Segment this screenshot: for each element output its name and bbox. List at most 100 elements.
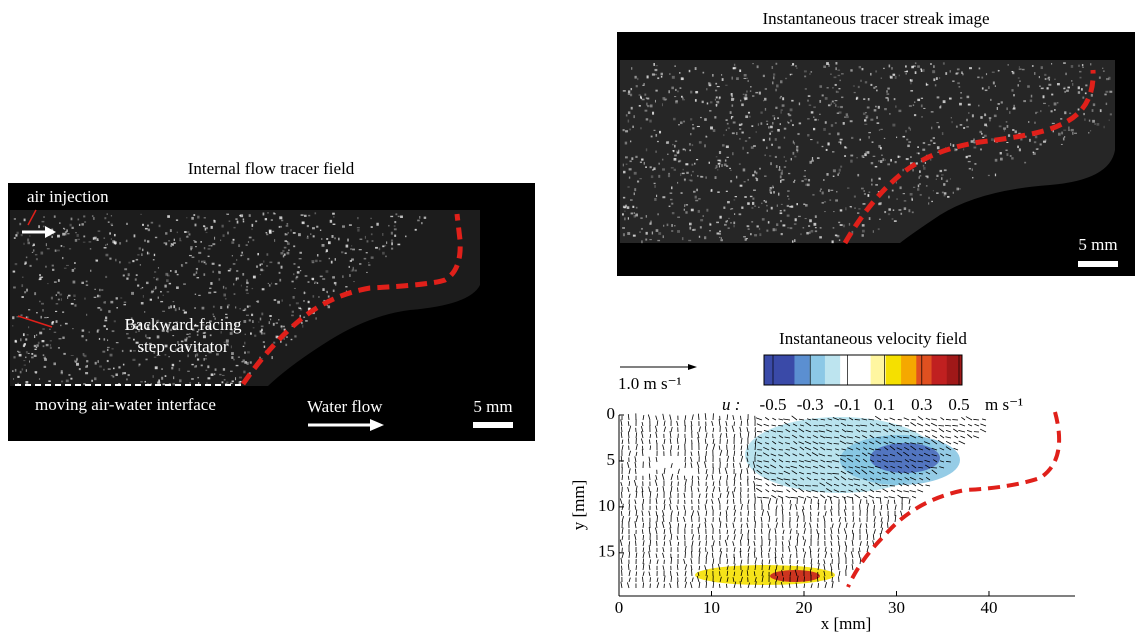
speckle <box>20 371 22 373</box>
speckle <box>646 232 648 235</box>
vector <box>650 491 651 498</box>
speckle <box>752 174 754 176</box>
speckle <box>838 75 841 76</box>
speckle <box>719 231 721 233</box>
vector <box>649 487 650 492</box>
speckle <box>715 90 717 92</box>
speckle <box>811 230 814 233</box>
speckle <box>222 375 225 376</box>
speckle <box>633 115 634 118</box>
speckle <box>228 304 230 306</box>
colorbar-tick-label: -0.5 <box>760 395 787 414</box>
speckle <box>333 290 335 292</box>
speckle <box>33 249 34 251</box>
vector <box>621 582 622 588</box>
vector <box>635 462 636 468</box>
speckle <box>230 371 233 372</box>
speckle <box>281 220 283 222</box>
speckle <box>751 125 753 127</box>
speckle <box>841 97 843 99</box>
speckle <box>751 207 753 209</box>
vector <box>636 553 637 558</box>
speckle <box>690 180 692 182</box>
speckle <box>878 160 880 162</box>
speckle <box>54 281 57 282</box>
speckle <box>699 141 702 143</box>
speckle <box>184 231 187 233</box>
speckle <box>71 303 74 305</box>
speckle <box>912 169 914 171</box>
speckle <box>659 131 661 134</box>
speckle <box>775 107 777 109</box>
speckle <box>739 163 741 164</box>
vector <box>754 481 755 486</box>
speckle <box>279 226 280 228</box>
speckle <box>846 113 848 116</box>
speckle <box>776 223 778 226</box>
speckle <box>938 126 940 128</box>
speckle <box>1047 87 1049 89</box>
speckle <box>744 181 746 182</box>
vector <box>685 582 687 588</box>
vector <box>628 438 629 444</box>
speckle <box>1000 158 1003 161</box>
vector <box>966 417 972 420</box>
speckle <box>43 226 45 228</box>
speckle <box>243 221 244 223</box>
colorbar-segment <box>825 355 841 385</box>
speckle <box>294 335 296 337</box>
speckle <box>32 252 33 253</box>
vector <box>839 522 841 528</box>
vector <box>621 432 622 438</box>
speckle <box>1078 65 1080 67</box>
speckle <box>400 216 403 218</box>
vector <box>734 505 735 510</box>
speckle <box>781 233 783 235</box>
speckle <box>193 240 195 241</box>
speckle <box>1019 68 1022 70</box>
speckle <box>31 357 34 359</box>
speckle <box>850 155 853 157</box>
speckle <box>1019 148 1021 151</box>
speckle <box>873 87 875 89</box>
vector <box>883 489 888 492</box>
speckle <box>962 73 963 75</box>
vector <box>756 418 762 420</box>
vector <box>917 423 923 426</box>
vector <box>973 436 979 438</box>
annotation: Backward-facing <box>124 315 242 334</box>
speckle <box>49 329 51 330</box>
speckle <box>969 168 971 170</box>
speckle <box>784 166 786 167</box>
vector <box>754 516 755 522</box>
vector <box>691 558 692 564</box>
vector <box>766 483 769 486</box>
speckle <box>86 360 88 362</box>
vector <box>884 419 888 420</box>
vector <box>831 506 832 510</box>
speckle <box>868 136 870 139</box>
speckle <box>649 239 651 240</box>
vector <box>657 582 659 588</box>
speckle <box>161 377 163 380</box>
speckle <box>637 78 638 80</box>
speckle <box>793 152 795 155</box>
vector <box>797 516 799 522</box>
speckle <box>250 332 252 334</box>
speckle <box>656 134 658 137</box>
vector <box>754 541 755 546</box>
speckle <box>193 214 195 216</box>
vector <box>846 535 847 540</box>
speckle <box>812 157 813 160</box>
speckle <box>746 91 747 93</box>
vector <box>818 548 819 552</box>
speckle <box>673 118 676 120</box>
speckle <box>371 233 373 235</box>
vector <box>768 504 769 510</box>
speckle <box>89 241 92 242</box>
speckle <box>23 360 25 361</box>
speckle <box>921 104 923 107</box>
vector <box>642 529 643 534</box>
vector <box>761 529 762 534</box>
speckle <box>52 321 54 323</box>
